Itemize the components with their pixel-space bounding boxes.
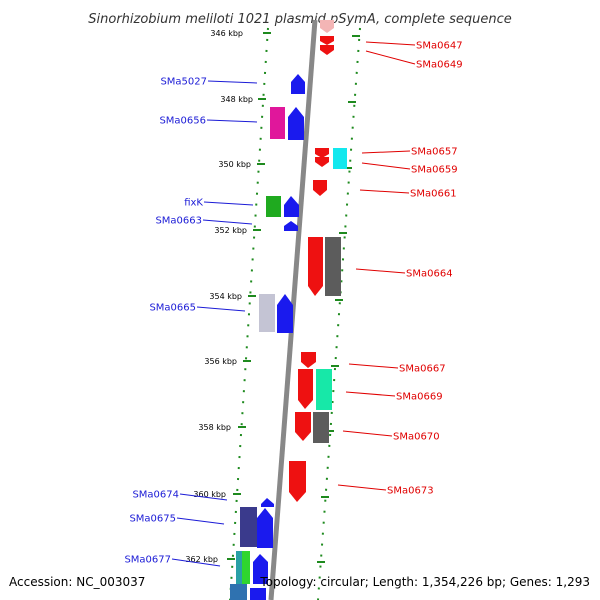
- gene-label-sma0670[interactable]: SMa0670: [393, 432, 440, 443]
- gene-label-sma0674[interactable]: SMa0674: [132, 490, 179, 501]
- gene-arrow-sma0663[interactable]: [284, 221, 298, 231]
- label-leader: [206, 119, 258, 123]
- gene-label-sma5027[interactable]: SMa5027: [160, 77, 207, 88]
- tick-label: 350 kbp: [218, 160, 251, 169]
- gene-label-sma0673[interactable]: SMa0673: [387, 486, 434, 497]
- gene-label-sma0649[interactable]: SMa0649: [416, 60, 463, 71]
- gene-block-pink[interactable]: [270, 107, 285, 139]
- label-leader: [207, 80, 258, 84]
- gene-label-sma0675[interactable]: SMa0675: [129, 514, 176, 525]
- gene-block-cyan[interactable]: [333, 148, 347, 169]
- map-title: Sinorhizobium meliloti 1021 plasmid pSym…: [88, 12, 511, 27]
- gene-label-sma0667[interactable]: SMa0667: [399, 364, 446, 375]
- label-leader: [359, 189, 410, 194]
- gene-label-sma0656[interactable]: SMa0656: [159, 116, 206, 127]
- gene-arrow-sma0647[interactable]: [320, 36, 334, 45]
- gene-block-grey[interactable]: [259, 294, 275, 332]
- label-leader: [365, 50, 416, 65]
- label-leader: [348, 363, 399, 369]
- gene-block-teal[interactable]: [236, 551, 245, 584]
- topology-text: Topology: circular; Length: 1,354,226 bp…: [259, 575, 590, 589]
- tick-label: 346 kbp: [210, 29, 243, 38]
- gene-label-sma0657[interactable]: SMa0657: [411, 147, 458, 158]
- tick-label: 362 kbp: [185, 555, 218, 564]
- forward-genes: [230, 74, 305, 600]
- gene-label-sma0669[interactable]: SMa0669: [396, 392, 443, 403]
- gene-label-sma0661[interactable]: SMa0661: [410, 189, 457, 200]
- label-leader: [365, 41, 416, 46]
- outer-guide-left: [229, 27, 269, 600]
- gene-arrow-fixk[interactable]: [284, 196, 299, 217]
- tick-label: 360 kbp: [193, 490, 226, 499]
- tick-label: 352 kbp: [214, 226, 247, 235]
- tick-label: 358 kbp: [198, 423, 231, 432]
- label-leader: [361, 150, 411, 154]
- label-leader: [179, 493, 228, 501]
- gene-arrow-sma0674[interactable]: [261, 498, 274, 507]
- label-leader: [203, 201, 254, 206]
- gene-label-sma0665[interactable]: SMa0665: [149, 303, 196, 314]
- forward-labels: SMa5027 SMa0656 fixK SMa0663 SMa0665 SMa…: [124, 77, 258, 567]
- gene-arrow-sma0677[interactable]: [253, 554, 268, 584]
- gene-arrow-sma0649[interactable]: [320, 45, 334, 55]
- label-leader: [202, 219, 253, 225]
- gene-label-sma0664[interactable]: SMa0664: [406, 269, 453, 280]
- gene-block-green-fixk[interactable]: [266, 196, 281, 217]
- gene-label-sma0647[interactable]: SMa0647: [416, 41, 463, 52]
- label-leader: [345, 391, 396, 397]
- accession-text: Accession: NC_003037: [9, 575, 145, 589]
- gene-arrow-sma5027[interactable]: [291, 74, 305, 94]
- label-leader: [355, 268, 406, 274]
- tick-labels: 346 kbp 348 kbp 350 kbp 352 kbp 354 kbp …: [185, 29, 253, 564]
- gene-label-sma0677[interactable]: SMa0677: [124, 555, 171, 566]
- label-leader: [342, 430, 393, 437]
- gene-arrow-sma0664[interactable]: [308, 237, 323, 296]
- label-leader: [337, 484, 387, 491]
- gene-arrow-sma0673[interactable]: [289, 461, 306, 502]
- gene-block-blue-bottom-2[interactable]: [250, 588, 266, 600]
- gene-block-mint[interactable]: [316, 369, 332, 410]
- gene-arrow-sma0675[interactable]: [257, 508, 273, 548]
- reverse-genes: [289, 20, 347, 502]
- gene-label-sma0663[interactable]: SMa0663: [155, 216, 202, 227]
- tick-marks-right: [317, 35, 360, 563]
- label-leader: [176, 517, 225, 525]
- tick-label: 356 kbp: [204, 357, 237, 366]
- gene-arrow-sma0656[interactable]: [288, 107, 304, 140]
- gene-arrow-sma0670[interactable]: [295, 412, 311, 441]
- gene-arrow-sma0669[interactable]: [298, 369, 313, 409]
- tick-marks: [227, 32, 271, 560]
- gene-block-navy[interactable]: [240, 507, 257, 547]
- gene-arrow-top-faded[interactable]: [320, 20, 334, 33]
- tick-label: 348 kbp: [220, 95, 253, 104]
- outer-guide-right: [317, 27, 361, 600]
- gene-arrow-sma0659-a[interactable]: [315, 157, 329, 167]
- gene-block-blue-bottom[interactable]: [230, 584, 247, 600]
- reverse-labels: SMa0647 SMa0649 SMa0657 SMa0659 SMa0661 …: [337, 41, 463, 497]
- gene-block-lime[interactable]: [242, 551, 250, 584]
- gene-label-fixk[interactable]: fixK: [184, 198, 203, 209]
- gene-arrow-sma0661[interactable]: [313, 180, 327, 196]
- gene-block-grey-2[interactable]: [313, 412, 329, 443]
- tick-label: 354 kbp: [209, 292, 242, 301]
- gene-block-dark-grey[interactable]: [325, 237, 341, 296]
- label-leader: [171, 558, 221, 567]
- gene-arrow-sma0657[interactable]: [315, 148, 329, 158]
- gene-arrow-sma0667[interactable]: [301, 352, 316, 368]
- gene-label-sma0659[interactable]: SMa0659: [411, 165, 458, 176]
- label-leader: [361, 162, 411, 170]
- gene-arrow-sma0665[interactable]: [277, 294, 293, 333]
- label-leader: [196, 306, 246, 312]
